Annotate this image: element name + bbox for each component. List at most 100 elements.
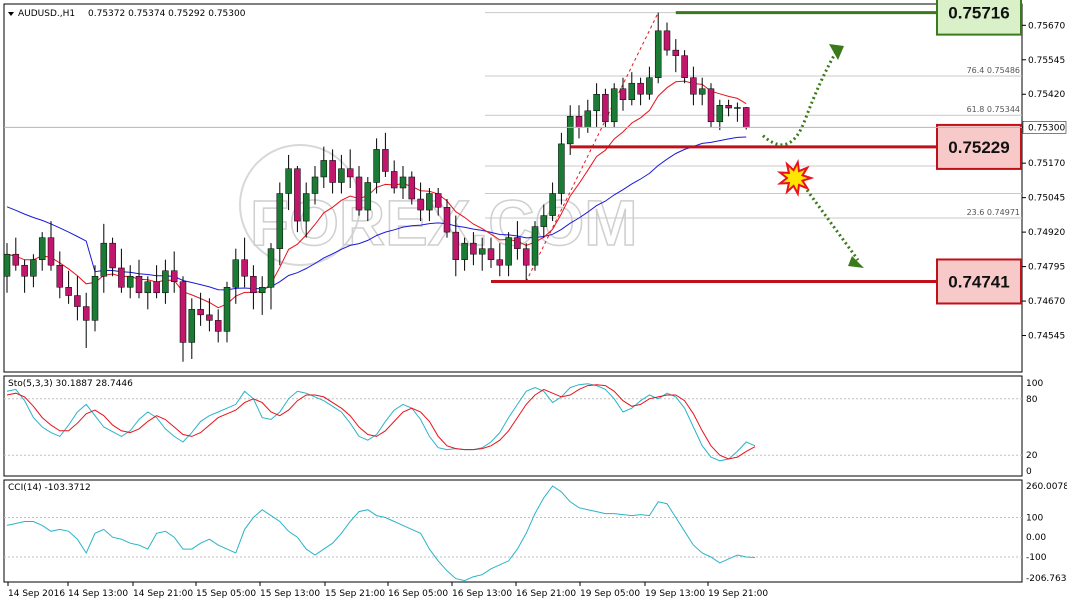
support-price-label: 0.74741 (948, 272, 1009, 291)
fib-label-2: 23.6 0.74971 (967, 208, 1020, 217)
candle-body-7 (65, 287, 72, 296)
candle-body-57 (505, 237, 512, 266)
price-tick-label-1: 0.75545 (1028, 56, 1065, 66)
ohlc-label: 0.75372 0.75374 0.75292 0.75300 (88, 9, 246, 19)
candle-body-4 (38, 237, 46, 260)
time-label-1: 14 Sep 13:00 (68, 589, 128, 599)
candle-body-47 (417, 198, 424, 211)
candle-body-51 (452, 231, 460, 260)
price-tick-label-0: 0.75670 (1028, 21, 1065, 31)
candle-body-58 (514, 237, 521, 249)
candle-body-53 (470, 242, 477, 255)
price-tick-label-5: 0.75045 (1028, 194, 1065, 204)
cci-label: CCI(14) -103.3712 (8, 483, 91, 493)
candle-body-23 (206, 314, 213, 321)
candle-body-40 (355, 176, 363, 211)
candle-body-42 (373, 149, 380, 183)
bearish-path-arrow (802, 185, 860, 261)
time-label-6: 16 Sep 05:00 (388, 589, 448, 599)
stoch-main-line (6, 383, 756, 462)
candle-body-52 (461, 242, 468, 260)
time-label-3: 15 Sep 05:00 (196, 589, 256, 599)
candle-body-70 (619, 88, 627, 101)
candle-body-13 (118, 267, 125, 288)
resistance-price-box (936, 0, 1022, 36)
dropdown-triangle-icon[interactable] (8, 12, 14, 16)
price-tick-label-6: 0.74920 (1028, 228, 1065, 238)
candle-body-24 (214, 320, 222, 332)
price-tick-label-9: 0.74545 (1028, 332, 1065, 342)
time-label-8: 16 Sep 21:00 (516, 589, 576, 599)
current-price-marker (1022, 121, 1067, 134)
time-label-5: 15 Sep 21:00 (325, 589, 385, 599)
candle-body-16 (144, 281, 152, 294)
candle-body-71 (628, 82, 636, 101)
candle-body-44 (390, 171, 398, 189)
price-tick-label-2: 0.75420 (1028, 90, 1065, 100)
candle-body-0 (3, 253, 11, 277)
time-label-9: 19 Sep 05:00 (580, 589, 640, 599)
candle-body-9 (82, 306, 90, 321)
candle-body-41 (364, 182, 372, 211)
main-panel (3, 3, 1023, 373)
stoch-signal-line (6, 384, 756, 460)
candle-body-25 (223, 287, 231, 332)
candle-body-15 (135, 275, 143, 294)
candle-body-43 (382, 149, 389, 172)
chart-header: AUDUSD.,H1 0.75372 0.75374 0.75292 0.753… (8, 9, 246, 19)
candle-body-61 (540, 215, 548, 227)
support-price-box (936, 258, 1022, 305)
candle-body-48 (426, 193, 433, 211)
pivot-price-label: 0.75229 (948, 138, 1009, 157)
symbol-label: AUDUSD.,H1 (18, 9, 75, 19)
candle-body-17 (153, 281, 160, 294)
candle-body-5 (47, 237, 55, 266)
candle-body-31 (276, 193, 284, 249)
candle-body-83 (734, 107, 741, 109)
candle-body-19 (170, 270, 178, 283)
fib-lines: 76.4 0.75486 61.8 0.75344 23.6 0.74971 (485, 12, 1022, 282)
bullish-arrowhead-icon (829, 44, 844, 60)
candle-body-1 (12, 253, 20, 266)
candle-body-82 (725, 105, 732, 109)
time-label-10: 19 Sep 13:00 (645, 589, 705, 599)
candle-body-69 (610, 88, 618, 123)
price-tick-label-7: 0.74795 (1028, 263, 1065, 273)
stoch-tick-0: 100 (1026, 379, 1043, 389)
candle-body-20 (179, 281, 187, 343)
candle-body-76 (672, 49, 680, 56)
candle-body-68 (602, 93, 609, 123)
candle-body-77 (681, 55, 688, 78)
time-label-0: 14 Sep 2016 (8, 589, 65, 599)
candle-body-10 (91, 275, 99, 321)
cci-tick-0: 260.0078 (1026, 482, 1067, 492)
candle-body-11 (100, 242, 108, 277)
candle-body-74 (654, 30, 662, 78)
candle-body-81 (716, 105, 724, 123)
candle-body-39 (346, 168, 354, 178)
indicators: 100 80 20 0 260.0078 100 0.00 -100 -206.7634 (4, 379, 1067, 584)
fib-trend-line (525, 12, 659, 282)
price-tick-label-8: 0.74670 (1028, 297, 1065, 307)
price-tick-label-4: 0.75170 (1028, 159, 1065, 169)
cci-tick-1: 100 (1026, 514, 1043, 524)
time-label-7: 16 Sep 13:00 (452, 589, 512, 599)
candle-body-54 (478, 248, 486, 255)
cci-tick-2: 0.00 (1026, 533, 1046, 543)
breakout-explosion-icon (776, 158, 815, 198)
candles (3, 12, 750, 362)
candle-body-33 (294, 168, 301, 222)
cci-line (6, 485, 756, 582)
candle-body-3 (30, 259, 37, 277)
candle-body-28 (250, 275, 257, 294)
candle-body-63 (558, 143, 565, 194)
cci-panel (3, 479, 1023, 583)
pivot-price-box (936, 123, 1022, 170)
stochastic-panel (3, 375, 1023, 477)
candle-body-21 (188, 309, 196, 343)
candle-body-36 (320, 160, 328, 178)
candle-body-79 (698, 88, 706, 95)
candle-body-60 (531, 226, 539, 266)
candle-body-32 (285, 168, 292, 194)
cci-tick-3: -100 (1026, 553, 1047, 563)
